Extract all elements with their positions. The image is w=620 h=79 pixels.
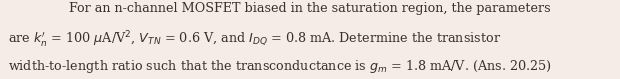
Text: are $k^{\prime}_n$ = 100 $\mu$A/V$^2$, $V_{TN}$ = 0.6 V, and $I_{DQ}$ = 0.8 mA. : are $k^{\prime}_n$ = 100 $\mu$A/V$^2$, $… (8, 30, 501, 50)
Text: For an n-channel MOSFET biased in the saturation region, the parameters: For an n-channel MOSFET biased in the sa… (69, 2, 551, 15)
Text: width-to-length ratio such that the transconductance is $g_m$ = 1.8 mA/V. (Ans. : width-to-length ratio such that the tran… (8, 58, 552, 75)
